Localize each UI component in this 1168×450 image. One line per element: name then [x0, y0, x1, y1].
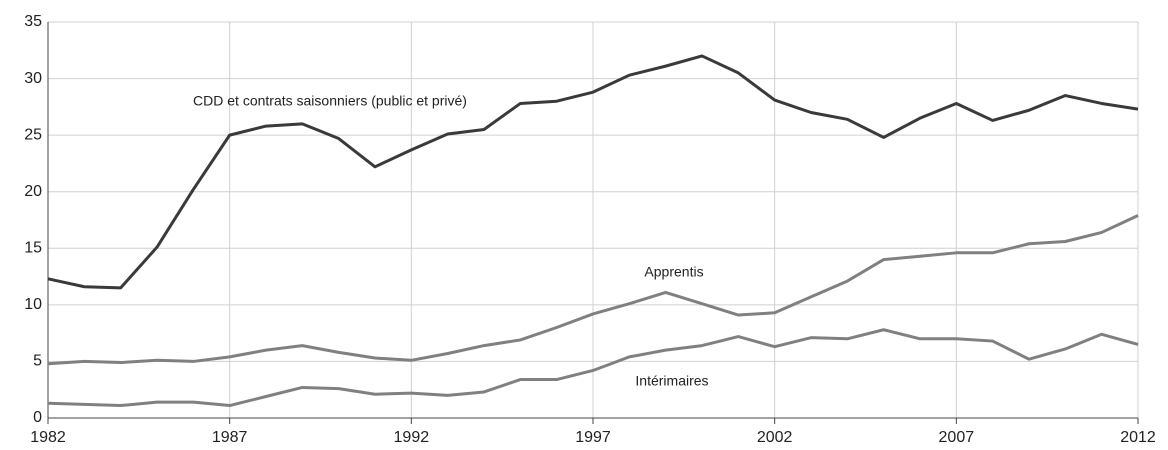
series-label: Apprentis [644, 264, 703, 280]
y-tick-label: 25 [24, 126, 42, 143]
x-tick-label: 2012 [1120, 429, 1156, 446]
x-tick-label: 2007 [939, 429, 975, 446]
y-tick-label: 35 [24, 13, 42, 30]
x-tick-label: 1997 [575, 429, 611, 446]
y-tick-label: 15 [24, 240, 42, 257]
series-label: CDD et contrats saisonniers (public et p… [193, 93, 467, 109]
x-tick-label: 1982 [30, 429, 66, 446]
x-tick-label: 2002 [757, 429, 793, 446]
series-line [47, 328, 1139, 408]
series-line [47, 54, 1139, 290]
y-tick-label: 0 [33, 409, 42, 426]
x-tick-label: 1992 [394, 429, 430, 446]
y-tick-label: 5 [33, 353, 42, 370]
y-tick-label: 20 [24, 183, 42, 200]
series-label: Intérimaires [635, 373, 708, 389]
y-tick-label: 30 [24, 70, 42, 87]
series-line [47, 214, 1139, 366]
x-tick-label: 1987 [212, 429, 248, 446]
y-tick-label: 10 [24, 296, 42, 313]
